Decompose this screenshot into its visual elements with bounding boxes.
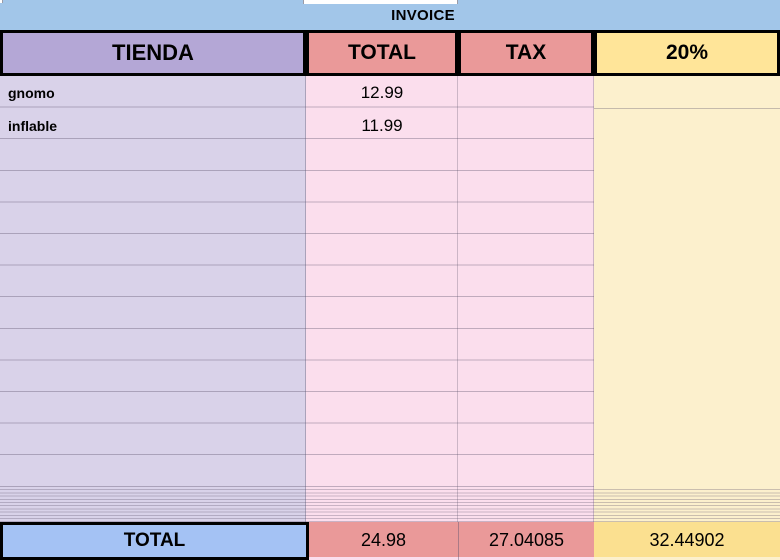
bottom-partial-row-tax: [458, 557, 594, 560]
column-header-total-label: TOTAL: [347, 41, 417, 64]
column-header-tax[interactable]: TAX: [458, 30, 594, 76]
pct-first-row-gridline: [594, 108, 780, 109]
sheet-corner-sliver: [0, 0, 3, 3]
cell-tienda-row1[interactable]: gnomo: [0, 76, 306, 109]
tax-column-body: [458, 76, 594, 522]
totals-label-text: TOTAL: [123, 530, 186, 551]
row-gridlines: [0, 76, 594, 487]
tienda-row2-text: inflable: [8, 117, 58, 134]
column-header-pct-label: 20%: [665, 41, 709, 64]
column-header-tax-label: TAX: [505, 41, 547, 64]
column-header-tienda-label: TIENDA: [112, 40, 194, 65]
pct-column-merged-body: [594, 76, 780, 522]
column-header-pct[interactable]: 20%: [594, 30, 780, 76]
total-row2-text: 11.99: [361, 115, 403, 135]
totals-tax-cell[interactable]: 27.04085: [458, 522, 594, 557]
totals-total-cell[interactable]: 24.98: [309, 522, 458, 557]
totals-total-text: 24.98: [360, 530, 407, 550]
invoice-title: INVOICE: [391, 6, 455, 24]
column-header-tienda[interactable]: TIENDA: [0, 30, 306, 76]
cell-total-row1[interactable]: 12.99: [306, 76, 458, 109]
column-header-total[interactable]: TOTAL: [306, 30, 458, 76]
totals-pct-text: 32.44902: [649, 530, 725, 550]
total-column-body: [306, 76, 458, 522]
bottom-partial-row-total: [309, 557, 458, 560]
cell-tienda-row2[interactable]: inflable: [0, 109, 306, 142]
compressed-rows-stripes: [0, 487, 780, 522]
invoice-title-cell[interactable]: INVOICE: [0, 0, 780, 30]
bottom-partial-row-pct: [594, 557, 780, 560]
tienda-column-body: [0, 76, 306, 522]
total-row1-text: 12.99: [360, 82, 404, 102]
tienda-row1-text: gnomo: [8, 84, 55, 101]
cell-total-row2[interactable]: 11.99: [306, 109, 458, 142]
totals-pct-cell[interactable]: 32.44902: [594, 522, 780, 557]
totals-tax-text: 27.04085: [488, 530, 565, 550]
partial-row-above: [303, 0, 458, 4]
totals-label-cell[interactable]: TOTAL: [0, 522, 309, 560]
